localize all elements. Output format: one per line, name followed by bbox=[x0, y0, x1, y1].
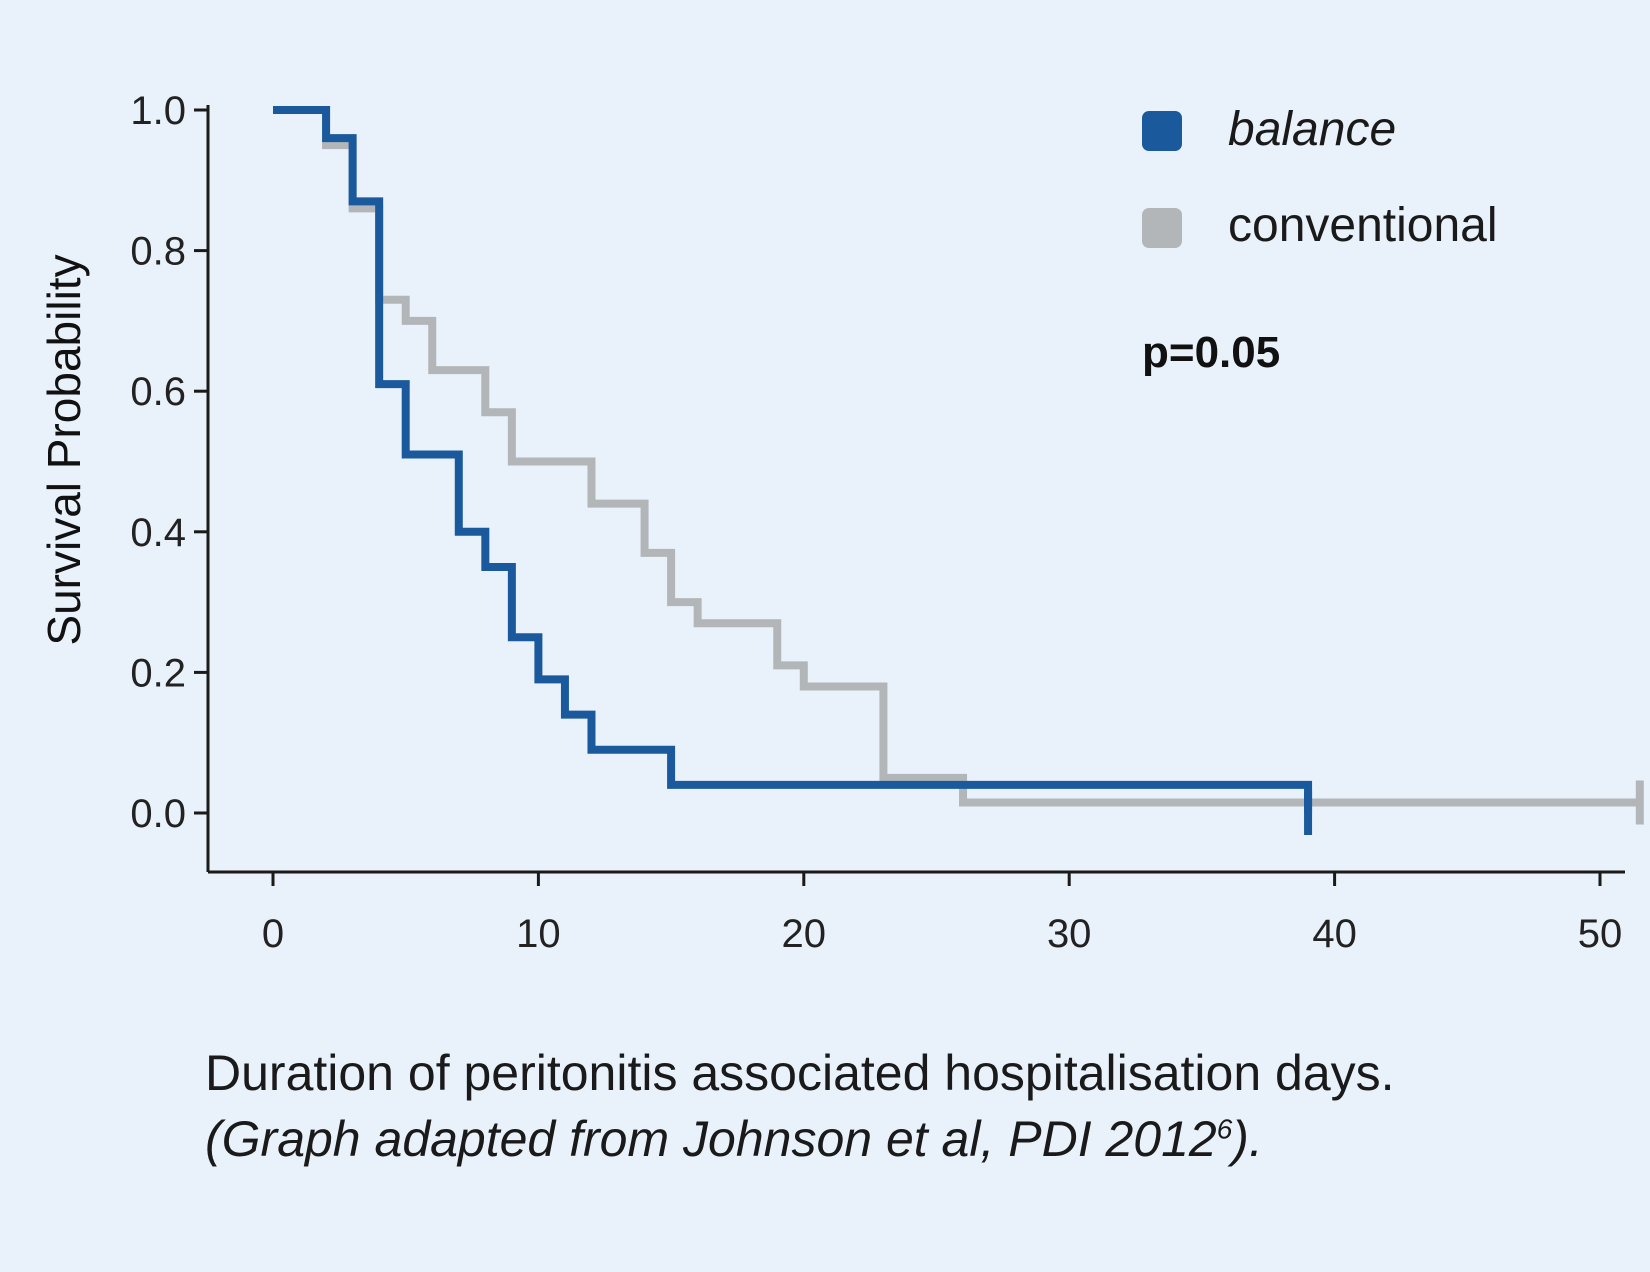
x-tick-label: 50 bbox=[1578, 912, 1623, 956]
series-layer bbox=[273, 106, 1644, 835]
legend-label-conventional: conventional bbox=[1228, 199, 1498, 252]
x-tick-label: 30 bbox=[1047, 912, 1092, 956]
x-tick-label: 20 bbox=[782, 912, 827, 956]
x-tick-label: 10 bbox=[516, 912, 561, 956]
axes: 0.0 0.2 0.4 0.6 0.8 1.0 0 10 20 30 40 50 bbox=[130, 89, 1625, 956]
x-tick-label: 0 bbox=[262, 912, 284, 956]
legend-label-balance: balance bbox=[1228, 103, 1396, 156]
caption-line-1: Duration of peritonitis associated hospi… bbox=[205, 1045, 1395, 1101]
caption-line-2-text: (Graph adapted from Johnson et al, PDI 2… bbox=[205, 1111, 1217, 1167]
legend-swatch-balance bbox=[1142, 111, 1182, 151]
y-tick-label: 0.8 bbox=[130, 230, 186, 274]
caption-footnote-ref: 6 bbox=[1216, 1113, 1233, 1145]
p-value-annotation: p=0.05 bbox=[1142, 328, 1280, 377]
y-tick-label: 0.4 bbox=[130, 511, 186, 555]
y-tick-label: 0.2 bbox=[130, 651, 186, 695]
series-line-balance bbox=[273, 106, 1313, 813]
y-tick-label: 0.0 bbox=[130, 792, 186, 836]
caption-line-2: (Graph adapted from Johnson et al, PDI 2… bbox=[205, 1106, 1625, 1172]
survival-chart: 0.0 0.2 0.4 0.6 0.8 1.0 0 10 20 30 40 50 Survival P… bbox=[38, 89, 1644, 956]
y-tick-label: 0.6 bbox=[130, 370, 186, 414]
figure-caption: Duration of peritonitis associated hospi… bbox=[205, 1040, 1625, 1172]
legend: balance conventional bbox=[1142, 103, 1498, 252]
caption-line-2-end: ). bbox=[1232, 1111, 1263, 1167]
y-tick-label: 1.0 bbox=[130, 89, 186, 133]
x-tick-label: 40 bbox=[1312, 912, 1357, 956]
y-axis-label: Survival Probability bbox=[38, 254, 90, 645]
legend-swatch-conventional bbox=[1142, 208, 1182, 248]
